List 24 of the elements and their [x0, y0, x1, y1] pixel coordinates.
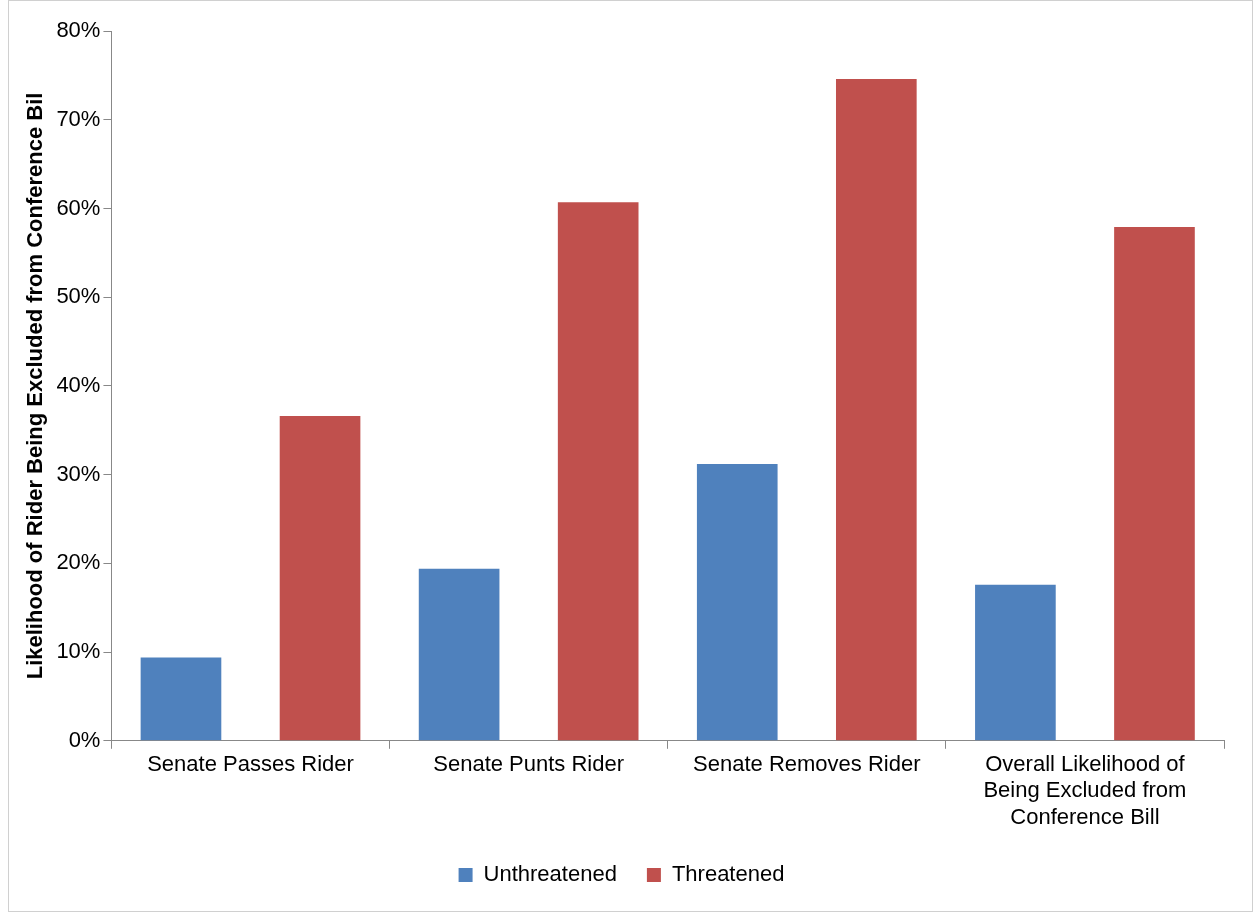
legend-label: Threatened: [671, 861, 785, 887]
y-tick-label: 50%: [56, 283, 101, 309]
bar: [1114, 227, 1195, 741]
bar: [557, 202, 639, 741]
bar: [418, 568, 500, 741]
bar: [140, 657, 222, 741]
y-tick-label: 20%: [56, 549, 101, 575]
bar: [975, 584, 1056, 741]
y-tick-label: 70%: [56, 105, 101, 131]
y-tick-label: 30%: [56, 460, 101, 486]
y-tick-label: 10%: [56, 638, 101, 664]
x-tick-label: Overall Likelihood of Being Excluded from Conference Bill: [983, 751, 1187, 829]
x-tick-label: Senate Punts Rider: [433, 751, 625, 777]
y-tick-label: 60%: [56, 194, 101, 220]
x-tick-label: Senate Removes Rider: [693, 751, 921, 777]
y-axis-title: Likelihood of Rider Being Excluded from Conference Bil: [22, 92, 48, 680]
y-tick-label: 40%: [56, 371, 101, 397]
y-tick-label: 80%: [56, 17, 101, 43]
x-tick-label: Senate Passes Rider: [147, 751, 354, 777]
bar: [279, 416, 361, 741]
y-tick-label: 0%: [68, 726, 101, 752]
bar: [696, 463, 778, 741]
bar: [835, 78, 917, 741]
legend-label: Unthreatened: [483, 861, 617, 887]
